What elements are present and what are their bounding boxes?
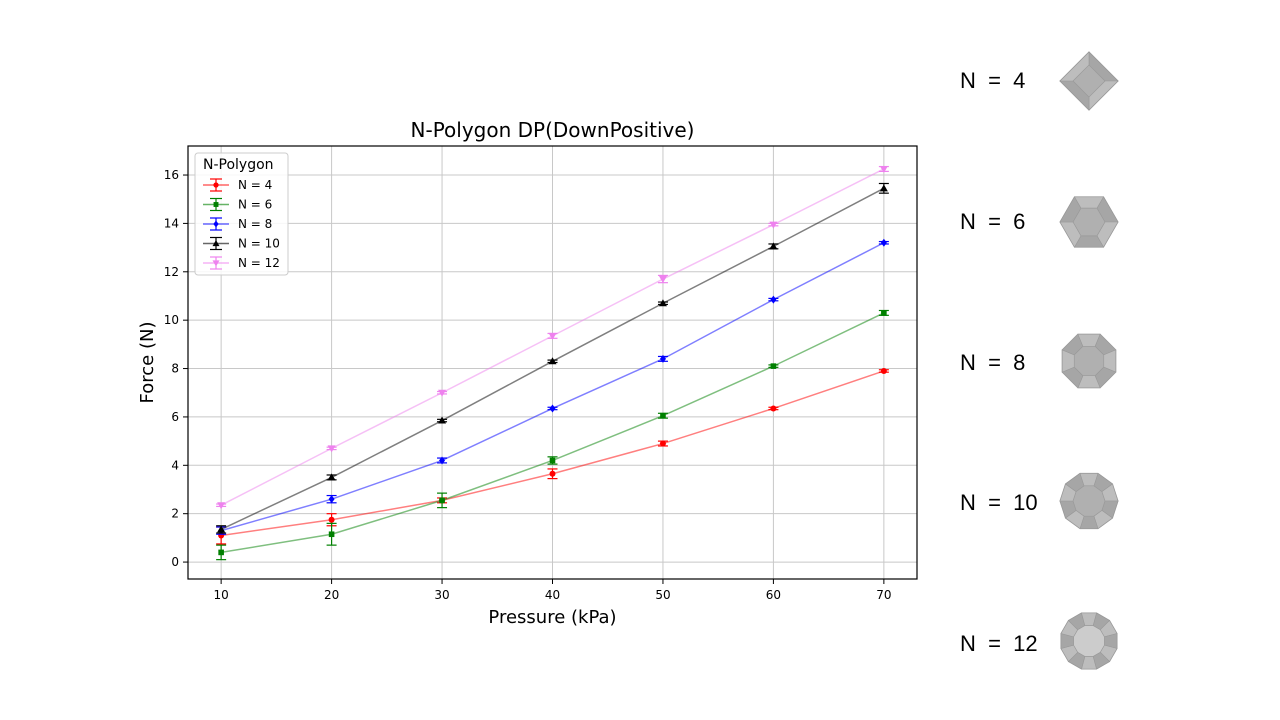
hexagon-polygon-icon: [1059, 196, 1119, 248]
y-axis-label: Force (N): [137, 322, 158, 404]
polygon-top-face: [1072, 207, 1106, 237]
x-tick-label: 10: [213, 588, 228, 602]
series-group: [216, 367, 889, 545]
x-tick-label: 60: [766, 588, 781, 602]
octagon-polygon-icon: [1061, 333, 1117, 389]
legend: N-Polygon N = 4 N = 6 N = 8 N = 10 N = 12: [194, 152, 289, 276]
data-point: [879, 184, 888, 192]
legend-entry: N = 4: [203, 178, 272, 192]
data-point: [328, 531, 335, 538]
legend-title: N-Polygon: [203, 157, 274, 173]
data-point: [328, 495, 335, 504]
data-point: [217, 525, 226, 533]
legend-marker: [213, 182, 219, 188]
shape-label-n8: N = 8: [960, 350, 1026, 375]
shape-label-n10: N = 10: [960, 490, 1038, 515]
data-point: [438, 416, 447, 424]
dodecagon-polygon-icon: [1060, 612, 1118, 670]
y-tick-label: 4: [171, 458, 179, 472]
series-group: [216, 182, 889, 534]
y-tick-label: 14: [164, 216, 179, 230]
data-point: [549, 404, 556, 413]
legend-label: N = 12: [238, 256, 280, 270]
data-point: [770, 405, 777, 412]
data-point: [549, 457, 556, 464]
data-point: [439, 456, 446, 465]
data-point: [549, 470, 556, 477]
data-point: [548, 357, 557, 365]
data-point: [658, 276, 667, 284]
series-group: [216, 309, 889, 561]
x-tick-label: 30: [434, 588, 449, 602]
legend-marker: [212, 240, 220, 247]
decagon-polygon-icon: [1059, 472, 1119, 530]
data-point: [769, 242, 778, 250]
y-tick-label: 16: [164, 168, 179, 182]
data-point: [880, 238, 887, 247]
legend-marker: [213, 220, 219, 228]
data-point: [879, 165, 888, 173]
x-tick-label: 50: [655, 588, 670, 602]
data-point: [769, 221, 778, 229]
shape-label-n4: N = 4: [960, 68, 1026, 93]
polygon-top-face: [1073, 625, 1105, 657]
data-point: [327, 445, 336, 453]
shape-label-n12: N = 12: [960, 631, 1038, 656]
y-tick-label: 8: [171, 362, 179, 376]
legend-label: N = 6: [238, 198, 272, 212]
legend-label: N = 8: [238, 217, 272, 231]
square-polygon-icon: [1059, 51, 1119, 111]
x-tick-label: 20: [324, 588, 339, 602]
data-point: [217, 502, 226, 510]
legend-entry: N = 12: [203, 256, 280, 270]
legend-label: N = 10: [238, 237, 280, 251]
data-point: [328, 516, 335, 523]
y-tick-label: 2: [171, 507, 179, 521]
chart-title: N-Polygon DP(DownPositive): [411, 118, 695, 142]
legend-marker: [212, 260, 220, 267]
grid: [188, 146, 917, 579]
x-axis-label: Pressure (kPa): [488, 607, 616, 628]
data-point: [659, 440, 666, 447]
data-point: [548, 332, 557, 340]
data-point: [439, 497, 445, 504]
shape-label-n6: N = 6: [960, 209, 1026, 234]
y-tick-label: 12: [164, 265, 179, 279]
legend-marker: [213, 202, 219, 207]
data-point: [770, 295, 777, 304]
data-point: [658, 299, 667, 307]
legend-entry: N = 6: [203, 198, 272, 212]
series-layer: [216, 165, 889, 561]
data-point: [770, 363, 777, 369]
data-point: [659, 354, 666, 363]
polygon-top-face: [1072, 485, 1106, 517]
ticks: 10 20 30 40 50 60 70 0 2 4 6 8 10 12 14 16: [164, 168, 892, 602]
series-group: [216, 165, 889, 510]
data-point: [218, 549, 224, 556]
legend-entry: N = 10: [203, 237, 280, 251]
series-group: [216, 238, 889, 535]
data-point: [881, 310, 887, 316]
data-point: [880, 367, 887, 374]
y-tick-label: 10: [164, 313, 179, 327]
data-point: [327, 473, 336, 481]
data-point: [438, 389, 447, 397]
polygon-top-face: [1072, 64, 1106, 98]
y-tick-label: 0: [171, 555, 179, 569]
x-tick-label: 40: [545, 588, 560, 602]
y-tick-label: 6: [171, 410, 179, 424]
polygon-top-face: [1073, 345, 1105, 377]
legend-label: N = 4: [238, 178, 272, 192]
x-tick-label: 70: [876, 588, 891, 602]
data-point: [660, 412, 666, 419]
legend-entry: N = 8: [203, 217, 272, 231]
